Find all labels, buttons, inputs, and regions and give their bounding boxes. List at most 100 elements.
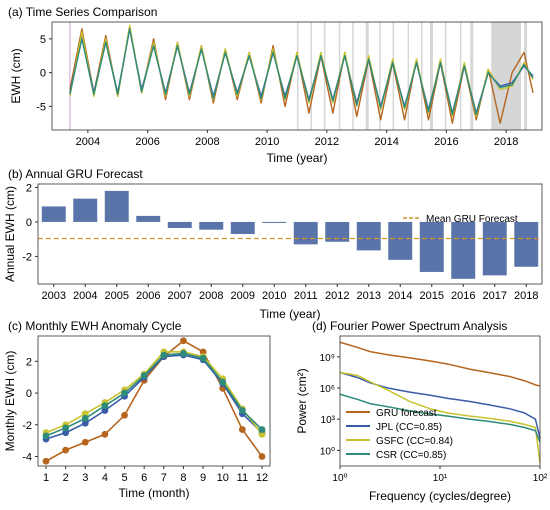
legend-label-2: GSFC (CC=0.84) <box>376 436 453 447</box>
series-3-point-6 <box>140 372 148 380</box>
x-tick-label-12: 12 <box>256 472 268 484</box>
series-3-point-4 <box>101 402 109 410</box>
series-3-point-8 <box>180 350 187 357</box>
series-line-3 <box>45 352 263 437</box>
series-0-point-5 <box>121 411 128 419</box>
data-gap-1 <box>310 22 312 130</box>
series-3-point-11 <box>238 407 246 414</box>
y-tick-label-0: 5 <box>40 34 46 46</box>
x-tick-label-2014: 2014 <box>388 290 412 302</box>
series-2-point-3 <box>81 410 89 418</box>
bar-2005 <box>104 190 129 222</box>
x-tick-label-10: 10 <box>217 472 229 484</box>
data-gap-4 <box>352 22 354 130</box>
panel-d-power-spectrum: (d) Fourier Power Spectrum Analysis 10⁹1… <box>295 319 548 503</box>
data-gap-6 <box>379 22 381 130</box>
series-line-1 <box>45 354 263 440</box>
x-tick-label-2004: 2004 <box>73 290 97 302</box>
series-line-0 <box>45 339 263 462</box>
series-0-point-9 <box>199 348 207 356</box>
panel-c-frame <box>37 335 271 467</box>
x-tick-label-3: 3 <box>82 472 88 484</box>
x-tick-label-4: 4 <box>102 472 108 484</box>
data-gap-10 <box>429 22 433 130</box>
y-tick-label-2: -2 <box>22 420 32 432</box>
x-tick-label-2008: 2008 <box>199 290 223 302</box>
series-3-point-12 <box>258 426 266 433</box>
series-line-0 <box>339 341 541 387</box>
x-tick-label-2015: 2015 <box>420 290 444 302</box>
data-gap-8 <box>407 22 410 130</box>
x-tick-label-1: 1 <box>43 472 49 484</box>
panel-b-bars <box>41 190 539 279</box>
x-tick-label-2: 10² <box>533 473 548 484</box>
panel-a-time-series: (a) Time Series Comparison 5 0 -5 2004 2006 2… <box>8 5 543 165</box>
x-tick-label-2016: 2016 <box>451 290 475 302</box>
data-gap-12 <box>459 22 462 130</box>
series-3-point-5 <box>121 389 128 397</box>
series-3-point-2 <box>62 424 70 432</box>
panel-c-series-lines <box>42 337 266 465</box>
x-tick-label-2013: 2013 <box>357 290 381 302</box>
x-tick-label-9: 9 <box>200 472 206 484</box>
x-tick-label-4: 2012 <box>315 136 339 148</box>
panel-a-xlabel: Time (year) <box>267 151 328 165</box>
bar-2003 <box>41 206 66 222</box>
y-tick-label-2: -5 <box>36 101 46 113</box>
y-tick-label-3: -4 <box>22 451 32 463</box>
panel-a-frame <box>51 21 543 131</box>
series-3-point-10 <box>219 378 227 386</box>
data-gap-15 <box>524 22 528 130</box>
panel-b-axes: 2 0 -2 2003 2004 2005 2006 2007 2008 2009 2010 2011… <box>22 182 538 302</box>
series-3-point-7 <box>160 351 168 359</box>
data-gap-7 <box>392 22 395 130</box>
bar-2010 <box>262 221 287 223</box>
series-line-1 <box>339 371 541 439</box>
bar-2018 <box>514 221 539 267</box>
x-tick-label-11: 11 <box>237 472 248 484</box>
panel-b-frame <box>37 183 543 285</box>
series-line-2 <box>45 351 263 435</box>
x-tick-label-2003: 2003 <box>42 290 66 302</box>
series-0-point-3 <box>81 438 89 446</box>
x-tick-label-6: 2016 <box>434 136 458 148</box>
panel-d-series-lines <box>339 341 541 463</box>
bar-2008 <box>199 221 224 230</box>
y-tick-label-1: 0 <box>26 217 32 229</box>
panel-d-title: (d) Fourier Power Spectrum Analysis <box>312 319 507 333</box>
x-tick-label-6: 6 <box>141 472 147 484</box>
panel-a-series-lines <box>69 22 534 130</box>
x-tick-label-2: 2008 <box>195 136 219 148</box>
x-tick-label-8: 8 <box>180 472 186 484</box>
series-0-point-11 <box>238 426 246 433</box>
x-tick-label-2006: 2006 <box>136 290 160 302</box>
x-tick-label-2017: 2017 <box>483 290 507 302</box>
panel-c-title: (c) Monthly EWH Anomaly Cycle <box>8 319 182 333</box>
x-tick-label-2012: 2012 <box>325 290 349 302</box>
x-tick-label-2010: 2010 <box>262 290 286 302</box>
bar-2009 <box>230 221 255 234</box>
panel-c-axes: 20-2-41 2 3 4 5 6 7 8 9 10 11 12 <box>22 356 268 484</box>
bar-2017 <box>482 221 507 276</box>
y-tick-label-1: 0 <box>40 68 46 80</box>
x-tick-label-0: 2004 <box>76 136 100 148</box>
series-0-point-12 <box>258 453 266 460</box>
y-tick-label-1: 10⁶ <box>320 384 335 395</box>
y-tick-label-2: -2 <box>22 251 32 263</box>
mean-forecast-legend-label: Mean GRU Forecast <box>426 214 518 225</box>
x-tick-label-2007: 2007 <box>168 290 192 302</box>
legend-label-3: CSR (CC=0.85) <box>376 450 446 461</box>
panel-a-axes: 5 0 -5 2004 2006 2008 2010 2012 2014 2016 2018 <box>36 34 518 148</box>
bar-2012 <box>325 221 350 242</box>
bar-2014 <box>388 221 413 260</box>
panel-c-xlabel: Time (month) <box>119 486 190 500</box>
x-tick-label-3: 2010 <box>255 136 279 148</box>
series-0-point-2 <box>62 446 70 454</box>
panel-b-xlabel: Time (year) <box>260 307 321 321</box>
panel-d-ylabel: Power (cm²) <box>295 368 309 433</box>
series-0-point-1 <box>42 457 50 465</box>
panel-b-title: (b) Annual GRU Forecast <box>8 167 143 181</box>
series-2-point-12 <box>258 430 266 438</box>
bar-2011 <box>293 221 318 245</box>
